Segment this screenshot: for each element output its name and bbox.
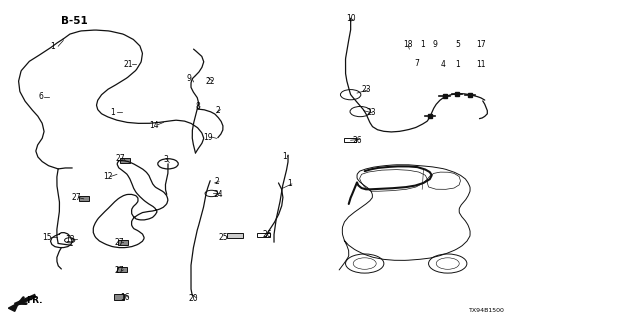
Bar: [120, 158, 131, 163]
Text: 27: 27: [114, 238, 124, 247]
Text: FR.: FR.: [26, 296, 42, 305]
Text: 9: 9: [433, 40, 437, 49]
Text: 12: 12: [103, 172, 113, 181]
Text: 26: 26: [352, 136, 362, 145]
Bar: [114, 294, 124, 300]
Text: 10: 10: [346, 14, 355, 23]
Text: 9: 9: [187, 74, 191, 83]
Bar: [117, 268, 127, 272]
Text: 4: 4: [440, 60, 445, 69]
Text: 1: 1: [420, 40, 424, 49]
Text: TX94B1500: TX94B1500: [469, 308, 505, 313]
Text: 11: 11: [476, 60, 486, 69]
Bar: [79, 196, 89, 201]
Text: 2: 2: [214, 177, 219, 186]
Text: 1: 1: [282, 152, 287, 161]
Text: 8: 8: [195, 102, 200, 111]
Text: 16: 16: [120, 293, 130, 302]
Bar: [118, 240, 129, 245]
Text: 6: 6: [38, 92, 44, 101]
Text: B-51: B-51: [61, 16, 88, 27]
Text: 3: 3: [163, 155, 168, 164]
Text: 5: 5: [455, 40, 460, 49]
Text: 1: 1: [51, 42, 56, 52]
Text: 14: 14: [149, 121, 159, 130]
Text: 21: 21: [124, 60, 133, 69]
Text: 26: 26: [263, 230, 273, 239]
Text: 13: 13: [65, 235, 74, 244]
Text: 24: 24: [213, 190, 223, 199]
Text: 27: 27: [71, 193, 81, 202]
FancyBboxPatch shape: [227, 233, 243, 238]
Text: 19: 19: [204, 132, 213, 141]
Text: 23: 23: [361, 85, 371, 94]
Text: 15: 15: [42, 233, 51, 242]
Text: 23: 23: [366, 108, 376, 117]
Text: 1: 1: [287, 180, 292, 188]
Text: 27: 27: [116, 154, 125, 163]
Text: 25: 25: [218, 233, 228, 242]
Text: 7: 7: [415, 59, 419, 68]
Text: 22: 22: [205, 77, 215, 86]
Text: 17: 17: [476, 40, 486, 49]
Text: 1: 1: [455, 60, 460, 69]
Text: 27: 27: [114, 266, 124, 276]
Polygon shape: [8, 303, 19, 311]
Text: 2: 2: [216, 106, 220, 115]
Text: 20: 20: [189, 294, 198, 303]
Text: 1: 1: [110, 108, 115, 117]
Text: 18: 18: [403, 40, 413, 49]
